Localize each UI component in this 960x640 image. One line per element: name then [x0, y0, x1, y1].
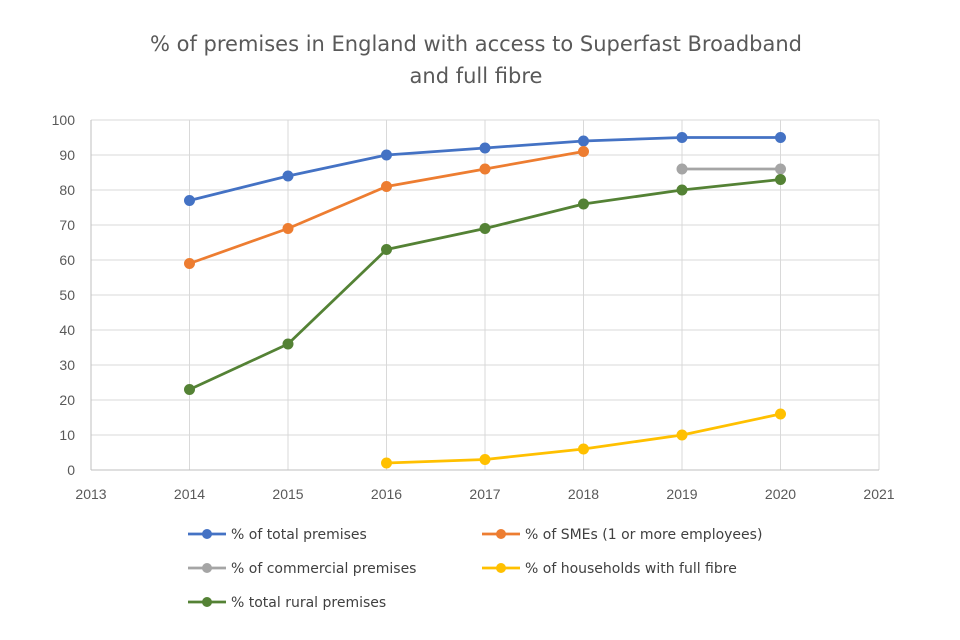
x-tick-label: 2015 [272, 486, 303, 502]
series-group [676, 163, 786, 175]
data-point [282, 338, 294, 350]
data-point [381, 181, 392, 192]
chart-title-line-2: and full fibre [409, 64, 543, 88]
y-tick-label: 30 [59, 357, 75, 373]
legend-label: % of commercial premises [231, 561, 416, 577]
legend-item: % of households with full fibre [482, 561, 737, 577]
legend-item: % of SMEs (1 or more employees) [482, 527, 762, 543]
legend-item: % of total premises [188, 527, 367, 543]
data-point [479, 163, 491, 175]
data-point [282, 223, 294, 234]
legend-marker [202, 563, 212, 573]
chart-title: % of premises in England with access to … [0, 28, 952, 92]
legend-marker [202, 597, 212, 607]
series-group [381, 408, 786, 469]
x-tick-label: 2021 [863, 486, 894, 502]
series-group [184, 146, 589, 269]
data-point [479, 223, 491, 234]
data-point [578, 198, 589, 210]
y-tick-label: 60 [59, 252, 75, 268]
legend-marker [496, 563, 506, 573]
x-tick-label: 2016 [371, 486, 402, 502]
x-tick-label: 2018 [568, 486, 599, 502]
data-point [676, 429, 688, 441]
x-tick-label: 2019 [666, 486, 697, 502]
x-tick-label: 2014 [174, 486, 205, 502]
data-point [479, 142, 491, 154]
y-tick-label: 70 [59, 217, 75, 233]
data-point [381, 457, 392, 469]
series-group [184, 132, 786, 206]
y-tick-label: 50 [59, 287, 75, 303]
y-tick-label: 0 [67, 462, 75, 478]
legend-item: % of commercial premises [188, 561, 416, 577]
data-point [479, 454, 491, 465]
legend-label: % of SMEs (1 or more employees) [525, 527, 762, 543]
data-point [676, 132, 688, 143]
legend-label: % of total premises [231, 527, 367, 543]
data-point [184, 258, 195, 269]
y-tick-label: 20 [59, 392, 75, 408]
y-tick-label: 80 [59, 182, 75, 198]
data-point [184, 195, 195, 206]
legend-label: % of households with full fibre [525, 561, 737, 577]
data-point [381, 244, 392, 255]
y-tick-label: 100 [52, 112, 76, 128]
data-point [578, 146, 589, 157]
chart-title-line-1: % of premises in England with access to … [149, 32, 802, 56]
legend-item: % total rural premises [188, 595, 386, 611]
data-point [775, 163, 786, 175]
data-point [775, 174, 786, 185]
series-group [184, 174, 786, 395]
data-point [282, 170, 294, 182]
x-tick-label: 2020 [765, 486, 796, 502]
x-tick-label: 2013 [75, 486, 106, 502]
y-tick-label: 90 [59, 147, 75, 163]
legend-label: % total rural premises [231, 595, 386, 611]
data-point [578, 443, 589, 455]
data-point [676, 163, 688, 175]
data-point [578, 135, 589, 147]
legend-marker [202, 529, 212, 539]
data-point [381, 149, 392, 161]
legend-marker [496, 529, 506, 539]
y-tick-label: 10 [59, 427, 75, 443]
data-point [775, 408, 786, 420]
y-tick-label: 40 [59, 322, 75, 338]
data-point [676, 184, 688, 196]
x-tick-label: 2017 [469, 486, 500, 502]
data-point [775, 132, 786, 143]
data-point [184, 384, 195, 395]
